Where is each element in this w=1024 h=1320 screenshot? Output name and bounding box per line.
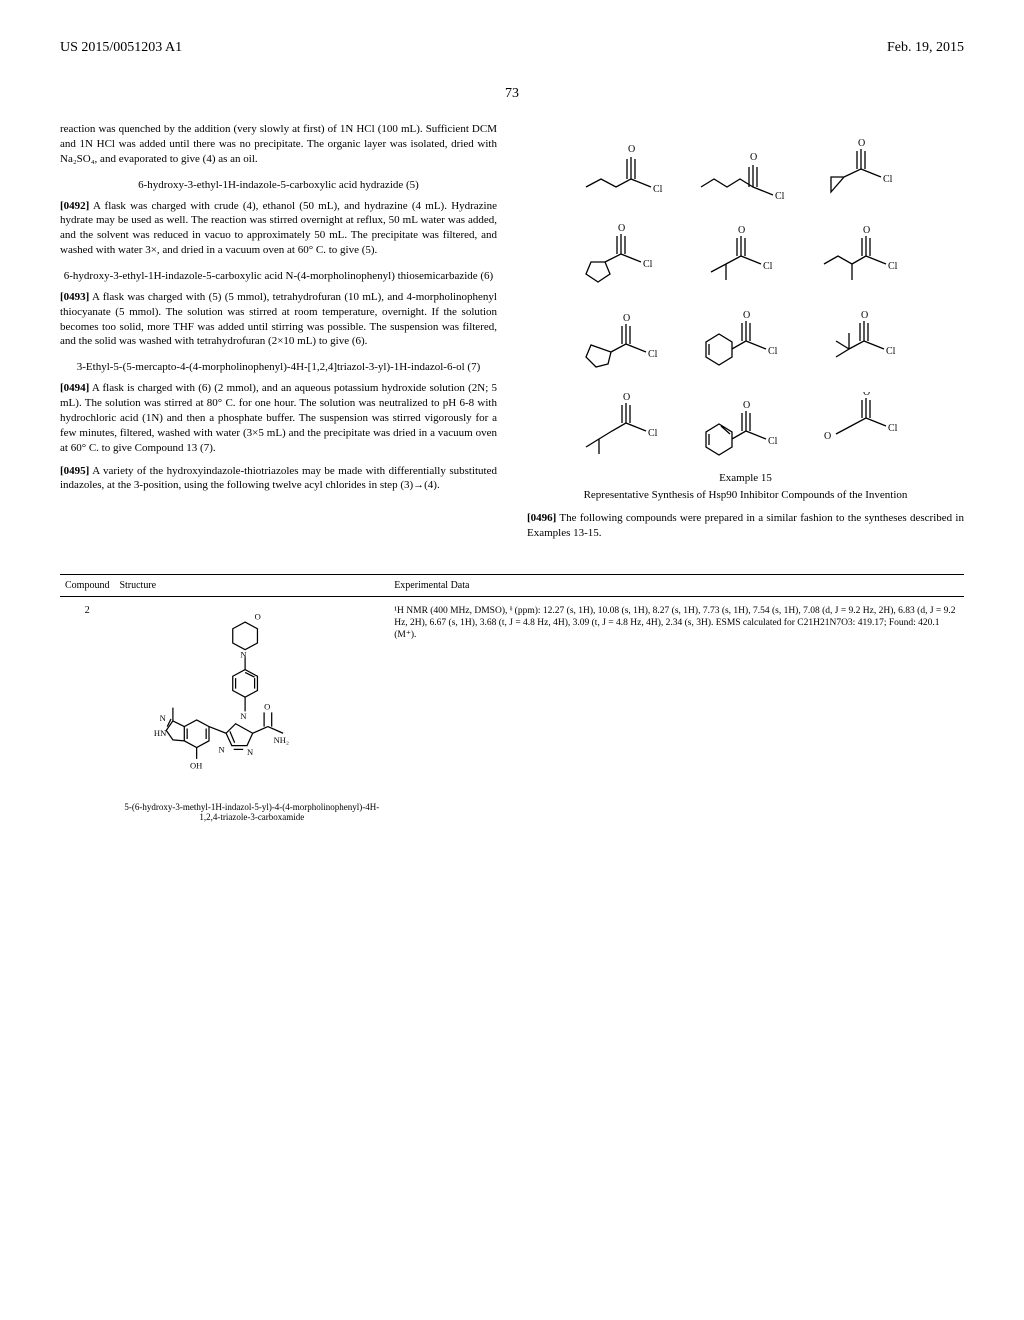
- compound-number: 2: [60, 596, 114, 830]
- para-0493-label: [0493]: [60, 291, 89, 303]
- para-0494-label: [0494]: [60, 382, 89, 394]
- svg-text:O: O: [255, 611, 261, 621]
- page-header: US 2015/0051203 A1 Feb. 19, 2015: [60, 40, 964, 56]
- para-0496-label: [0496]: [527, 512, 556, 524]
- example-15-label: Example 15: [527, 472, 964, 484]
- svg-text:Cl: Cl: [768, 436, 778, 447]
- svg-text:HN: HN: [154, 728, 166, 738]
- two-column-layout: reaction was quenched by the addition (v…: [60, 122, 964, 549]
- right-column: OCl OCl OCl OCl OCl OCl OCl OCl OCl OCl …: [527, 122, 964, 549]
- svg-text:Cl: Cl: [886, 346, 896, 357]
- svg-text:N: N: [241, 711, 247, 721]
- svg-text:Cl: Cl: [768, 346, 778, 357]
- svg-text:Cl: Cl: [643, 259, 653, 270]
- para-0492-label: [0492]: [60, 200, 89, 212]
- paragraph-0492: [0492] A flask was charged with crude (4…: [60, 199, 497, 258]
- chem-structure-7: O Cl: [576, 307, 676, 372]
- table-row: 2 O N: [60, 596, 964, 830]
- chem-structure-5: O Cl: [696, 222, 796, 287]
- paragraph-0495: [0495] A variety of the hydroxyindazole-…: [60, 464, 497, 494]
- left-column: reaction was quenched by the addition (v…: [60, 122, 497, 549]
- svg-text:O: O: [623, 313, 630, 324]
- svg-text:O: O: [824, 431, 831, 442]
- para-0493-text: A flask was charged with (5) (5 mmol), t…: [60, 291, 497, 348]
- svg-text:O: O: [738, 225, 745, 236]
- svg-text:Cl: Cl: [763, 261, 773, 272]
- acyl-chloride-structures: OCl OCl OCl OCl OCl OCl OCl OCl OCl OCl …: [527, 137, 964, 457]
- header-right: Feb. 19, 2015: [887, 40, 964, 56]
- svg-text:O: O: [743, 310, 750, 321]
- para-0494-text: A flask is charged with (6) (2 mmol), an…: [60, 382, 497, 453]
- svg-text:N: N: [247, 747, 253, 757]
- svg-text:Cl: Cl: [653, 184, 663, 195]
- paragraph-0494: [0494] A flask is charged with (6) (2 mm…: [60, 381, 497, 455]
- svg-text:O: O: [623, 392, 630, 403]
- chem-structure-11: O Cl: [696, 392, 796, 457]
- th-compound: Compound: [60, 574, 114, 596]
- section-7-title: 3-Ethyl-5-(5-mercapto-4-(4-morpholinophe…: [60, 361, 497, 373]
- paragraph-0493: [0493] A flask was charged with (5) (5 m…: [60, 290, 497, 349]
- compound-2-structure: O N N N: [119, 605, 299, 795]
- compound-table: Compound Structure Experimental Data 2 O…: [60, 574, 964, 830]
- chem-structure-1: O Cl: [576, 137, 676, 202]
- svg-text:O: O: [628, 144, 635, 155]
- svg-text:O: O: [265, 701, 271, 711]
- section-5-title: 6-hydroxy-3-ethyl-1H-indazole-5-carboxyl…: [60, 179, 497, 191]
- th-expdata: Experimental Data: [389, 574, 964, 596]
- svg-text:Cl: Cl: [648, 349, 658, 360]
- svg-text:O: O: [618, 223, 625, 234]
- chem-structure-2: O Cl: [696, 137, 796, 202]
- svg-text:O: O: [863, 392, 870, 398]
- example-15-title: Representative Synthesis of Hsp90 Inhibi…: [527, 489, 964, 501]
- chem-structure-8: O Cl: [696, 307, 796, 372]
- para-0495-label: [0495]: [60, 465, 89, 477]
- svg-text:Cl: Cl: [775, 191, 785, 202]
- th-structure: Structure: [114, 574, 389, 596]
- para-0495-text: A variety of the hydroxyindazole-thiotri…: [60, 465, 497, 492]
- header-left: US 2015/0051203 A1: [60, 40, 182, 56]
- compound-structure-cell: O N N N: [114, 596, 389, 830]
- para-0496-text: The following compounds were prepared in…: [527, 512, 964, 539]
- svg-text:Cl: Cl: [888, 261, 898, 272]
- svg-text:N: N: [219, 744, 225, 754]
- svg-text:O: O: [858, 138, 865, 149]
- para-0492-text: A flask was charged with crude (4), etha…: [60, 200, 497, 257]
- svg-text:Cl: Cl: [648, 428, 658, 439]
- svg-text:O: O: [863, 225, 870, 236]
- paragraph-0496: [0496] The following compounds were prep…: [527, 511, 964, 541]
- svg-text:N: N: [160, 713, 166, 723]
- svg-text:Cl: Cl: [888, 423, 898, 434]
- svg-text:Cl: Cl: [883, 174, 893, 185]
- chem-structure-6: O Cl: [816, 222, 916, 287]
- section-6-title: 6-hydroxy-3-ethyl-1H-indazole-5-carboxyl…: [60, 270, 497, 282]
- svg-text:O: O: [743, 400, 750, 411]
- svg-text:OH: OH: [190, 760, 202, 770]
- chem-structure-3: O Cl: [816, 137, 916, 202]
- svg-text:NH₂: NH₂: [274, 734, 289, 744]
- svg-text:O: O: [861, 310, 868, 321]
- chem-structure-4: O Cl: [576, 222, 676, 287]
- compound-2-expdata: ¹H NMR (400 MHz, DMSO), ᵟ (ppm): 12.27 (…: [389, 596, 964, 830]
- compound-2-name: 5-(6-hydroxy-3-methyl-1H-indazol-5-yl)-4…: [119, 802, 384, 822]
- page-number: 73: [60, 86, 964, 102]
- chem-structure-12: O O Cl: [816, 392, 916, 457]
- svg-text:O: O: [750, 152, 757, 163]
- intro-paragraph: reaction was quenched by the addition (v…: [60, 122, 497, 167]
- chem-structure-9: O Cl: [816, 307, 916, 372]
- chem-structure-10: O Cl: [576, 392, 676, 457]
